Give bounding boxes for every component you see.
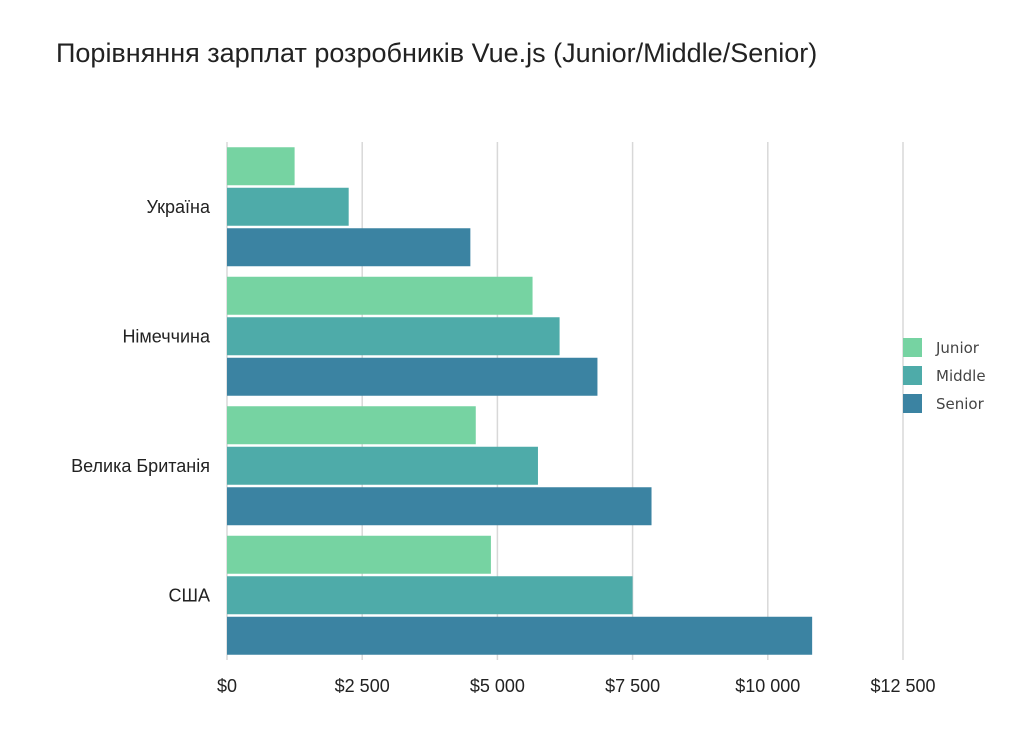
bar-senior-3 xyxy=(227,616,813,655)
legend: Junior Middle Senior xyxy=(903,338,986,413)
bar-senior-2 xyxy=(227,487,652,526)
bar-junior-1 xyxy=(227,276,533,315)
bar-middle-2 xyxy=(227,446,538,485)
x-tick-label: $12 500 xyxy=(870,676,935,696)
x-tick-label: $0 xyxy=(217,676,237,696)
legend-label-junior: Junior xyxy=(935,339,980,357)
bar-junior-0 xyxy=(227,147,295,186)
category-label: Німеччина xyxy=(122,326,211,346)
category-label: Україна xyxy=(147,197,211,217)
x-tick-label: $2 500 xyxy=(335,676,390,696)
category-label: Велика Британія xyxy=(71,456,210,476)
legend-swatch-junior xyxy=(903,338,922,357)
x-tick-label: $5 000 xyxy=(470,676,525,696)
legend-swatch-middle xyxy=(903,366,922,385)
bars xyxy=(227,147,813,655)
category-label: США xyxy=(168,585,210,605)
x-tick-label: $7 500 xyxy=(605,676,660,696)
bar-middle-3 xyxy=(227,576,633,615)
bar-middle-1 xyxy=(227,317,560,356)
category-labels: Україна Німеччина Велика Британія США xyxy=(71,197,211,606)
bar-middle-0 xyxy=(227,187,349,226)
chart-title: Порівняння зарплат розробників Vue.js (J… xyxy=(56,38,818,68)
x-tick-label: $10 000 xyxy=(735,676,800,696)
bar-junior-2 xyxy=(227,406,476,445)
bar-junior-3 xyxy=(227,535,491,574)
legend-label-middle: Middle xyxy=(936,367,986,385)
legend-swatch-senior xyxy=(903,394,922,413)
legend-label-senior: Senior xyxy=(936,395,985,413)
x-tick-labels: $0 $2 500 $5 000 $7 500 $10 000 $12 500 xyxy=(217,676,936,696)
bar-senior-1 xyxy=(227,357,598,396)
bar-senior-0 xyxy=(227,228,471,267)
